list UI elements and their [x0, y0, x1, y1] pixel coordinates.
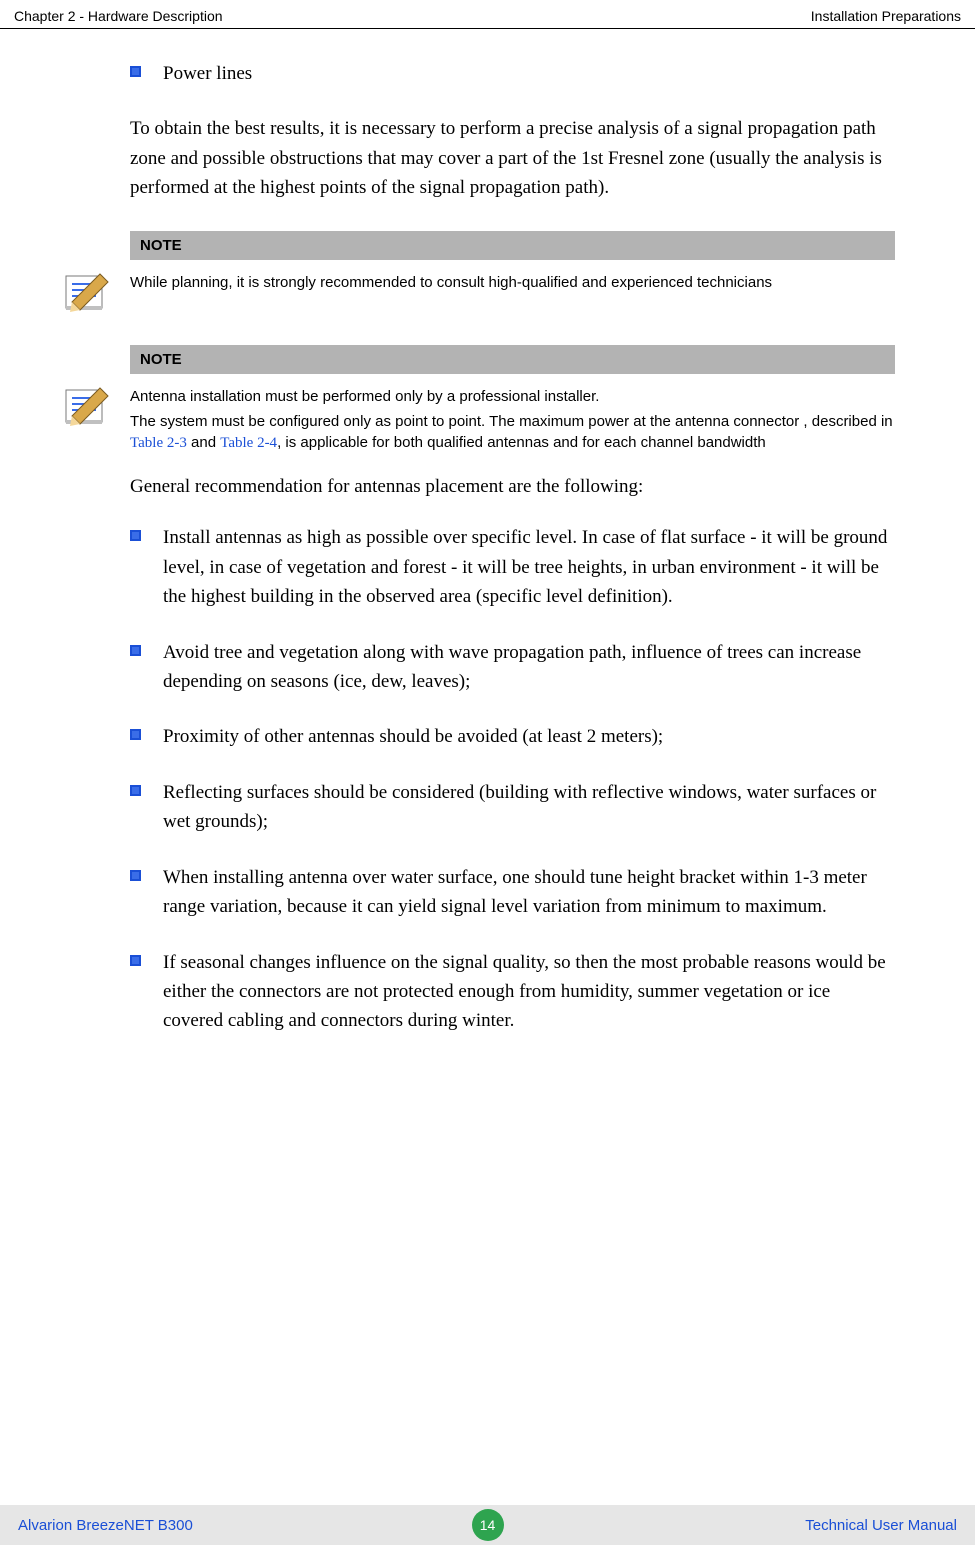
bullet-square-icon: [130, 955, 141, 966]
page-content: Power lines To obtain the best results, …: [0, 29, 975, 1082]
bullet-item: Avoid tree and vegetation along with wav…: [130, 638, 895, 697]
intro-paragraph: To obtain the best results, it is necess…: [130, 114, 895, 202]
note-body: While planning, it is strongly recommend…: [60, 260, 895, 319]
note-block: NOTE Antenna installation must be perfor…: [130, 345, 895, 458]
general-recommendation: General recommendation for antennas plac…: [130, 472, 895, 501]
header-right: Installation Preparations: [811, 8, 961, 24]
bullet-item: Reflecting surfaces should be considered…: [130, 778, 895, 837]
bullet-text: Avoid tree and vegetation along with wav…: [163, 638, 895, 697]
bullet-item: Install antennas as high as possible ove…: [130, 523, 895, 611]
note-title: NOTE: [130, 345, 895, 374]
bullet-square-icon: [130, 530, 141, 541]
note2-post: , is applicable for both qualified anten…: [277, 434, 766, 451]
note2-line1: Antenna installation must be performed o…: [130, 386, 895, 407]
note-pencil-icon: [60, 270, 112, 319]
page-footer: Alvarion BreezeNET B300 14 Technical Use…: [0, 1505, 975, 1545]
page-header: Chapter 2 - Hardware Description Install…: [0, 0, 975, 29]
note-title: NOTE: [130, 231, 895, 260]
footer-left: Alvarion BreezeNET B300: [18, 1517, 268, 1534]
header-left: Chapter 2 - Hardware Description: [14, 8, 223, 24]
bullet-text: If seasonal changes influence on the sig…: [163, 948, 895, 1036]
bullet-square-icon: [130, 66, 141, 77]
note2-line2: The system must be configured only as po…: [130, 411, 895, 454]
note1-text: While planning, it is strongly recommend…: [130, 272, 895, 293]
note2-mid: and: [187, 434, 220, 451]
note2-pre: The system must be configured only as po…: [130, 413, 893, 430]
note-text: Antenna installation must be performed o…: [130, 384, 895, 458]
bullet-text: Reflecting surfaces should be considered…: [163, 778, 895, 837]
bullet-item: Power lines: [130, 59, 895, 88]
table-link[interactable]: Table 2-4: [220, 435, 277, 451]
bullet-item: If seasonal changes influence on the sig…: [130, 948, 895, 1036]
bullet-item: When installing antenna over water surfa…: [130, 863, 895, 922]
bullet-square-icon: [130, 785, 141, 796]
bullet-text: Proximity of other antennas should be av…: [163, 722, 895, 751]
note-text: While planning, it is strongly recommend…: [130, 270, 895, 297]
page-number-badge: 14: [472, 1509, 504, 1541]
bullet-item: Proximity of other antennas should be av…: [130, 722, 895, 751]
bullet-square-icon: [130, 645, 141, 656]
note-block: NOTE While planning, it is strongly reco…: [130, 231, 895, 319]
bullet-square-icon: [130, 729, 141, 740]
footer-right: Technical User Manual: [707, 1517, 957, 1534]
bullet-text: Power lines: [163, 59, 895, 88]
bullet-text: When installing antenna over water surfa…: [163, 863, 895, 922]
note-body: Antenna installation must be performed o…: [60, 374, 895, 458]
table-link[interactable]: Table 2-3: [130, 435, 187, 451]
note-pencil-icon: [60, 384, 112, 433]
bullet-text: Install antennas as high as possible ove…: [163, 523, 895, 611]
bullet-square-icon: [130, 870, 141, 881]
